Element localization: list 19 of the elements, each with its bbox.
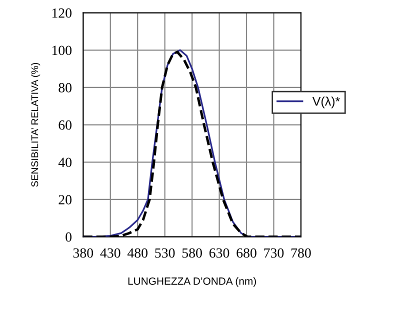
x-axis-title: LUNGHEZZA D’ONDA (nm) bbox=[128, 277, 256, 287]
x-tick-label: 580 bbox=[182, 248, 202, 258]
x-tick-label: 780 bbox=[291, 248, 311, 258]
y-tick-label: 80 bbox=[58, 83, 72, 92]
x-tick-label: 630 bbox=[209, 248, 230, 258]
x-tick-label: 530 bbox=[155, 248, 175, 258]
y-tick-label: 40 bbox=[58, 158, 72, 168]
y-tick-label: 60 bbox=[58, 120, 72, 130]
y-tick-label: 100 bbox=[52, 46, 72, 56]
y-tick-label: 120 bbox=[52, 8, 72, 18]
x-tick-label: 380 bbox=[73, 248, 94, 258]
y-tick-label: 20 bbox=[58, 195, 72, 204]
legend-label: V(λ)* bbox=[312, 96, 340, 108]
x-tick-label: 480 bbox=[127, 248, 148, 258]
x-tick-label: 430 bbox=[100, 248, 120, 258]
y-tick-label: 0 bbox=[66, 232, 72, 242]
x-tick-label: 730 bbox=[264, 248, 284, 258]
x-tick-label: 680 bbox=[236, 248, 256, 258]
y-axis-title: SENSIBILITA’ RELATIVA (%) bbox=[31, 62, 40, 187]
